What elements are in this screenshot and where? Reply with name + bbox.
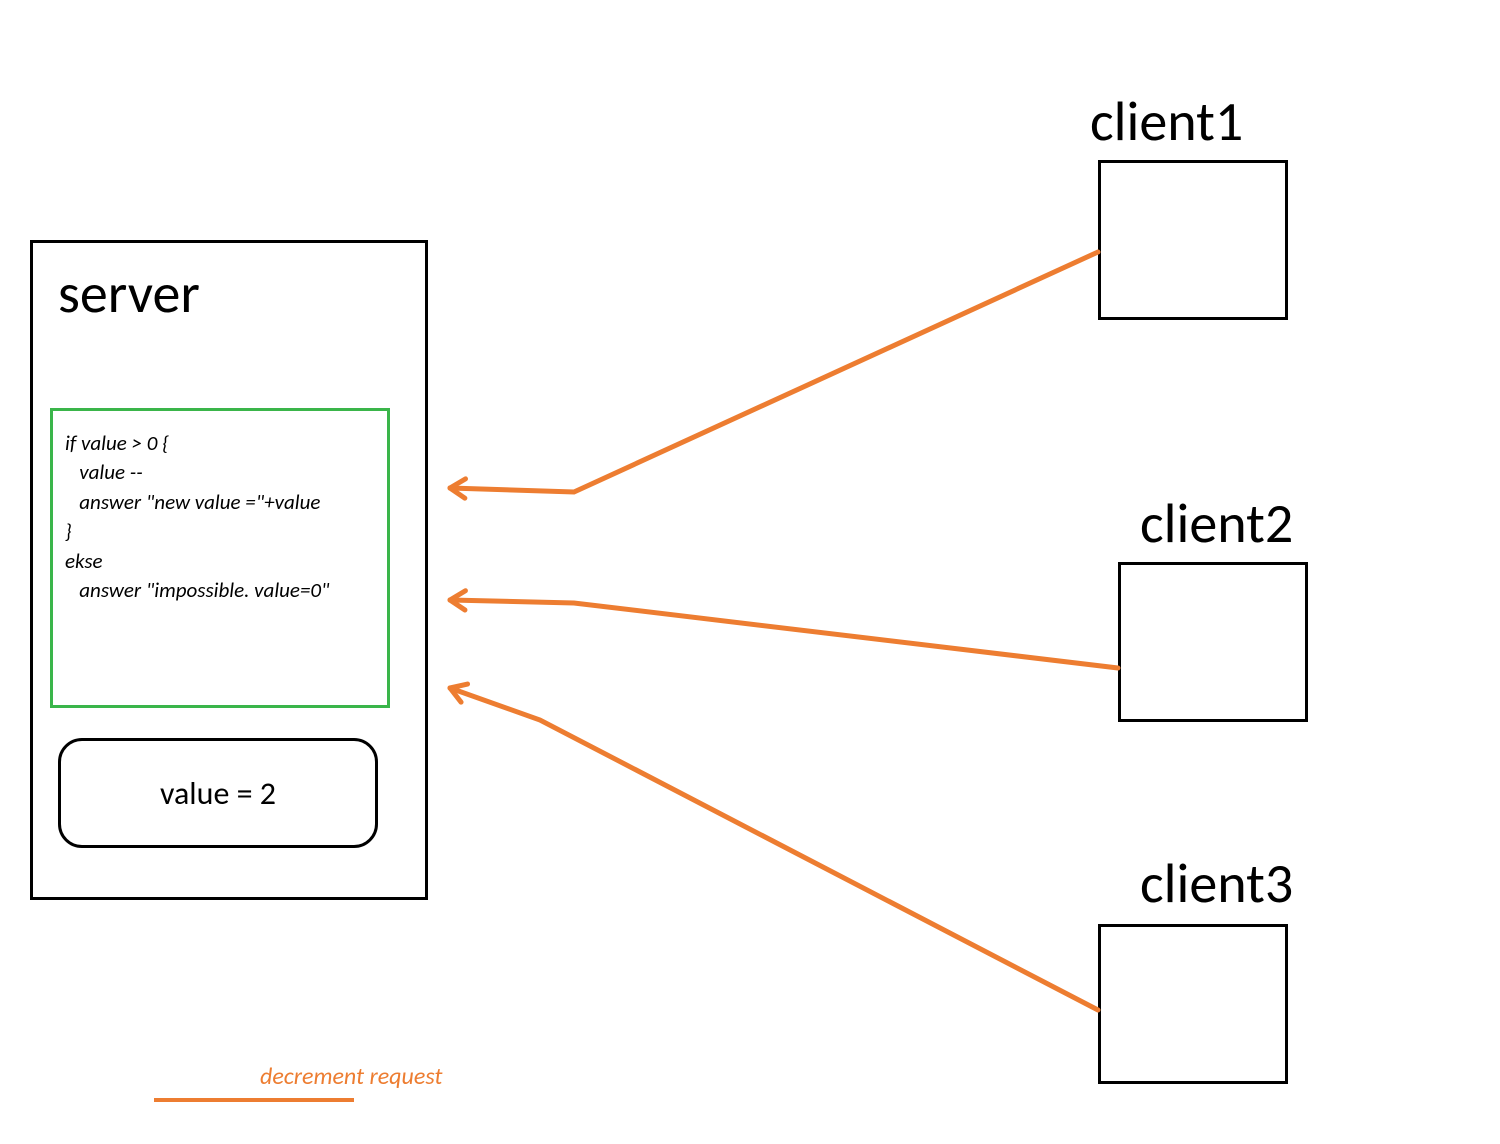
legend-underline <box>154 1098 354 1102</box>
client2-box <box>1118 562 1308 722</box>
client3-label: client3 <box>1140 850 1293 918</box>
client1-label: client1 <box>1090 88 1243 156</box>
client1-box <box>1098 160 1288 320</box>
client3-box <box>1098 924 1288 1084</box>
server-value-text: value = 2 <box>160 774 276 813</box>
server-code-box: if value > 0 { value -- answer "new valu… <box>50 408 390 708</box>
server-value-box: value = 2 <box>58 738 378 848</box>
server-title: server <box>58 260 200 328</box>
legend-text: decrement request <box>260 1062 442 1091</box>
client2-label: client2 <box>1140 490 1293 558</box>
